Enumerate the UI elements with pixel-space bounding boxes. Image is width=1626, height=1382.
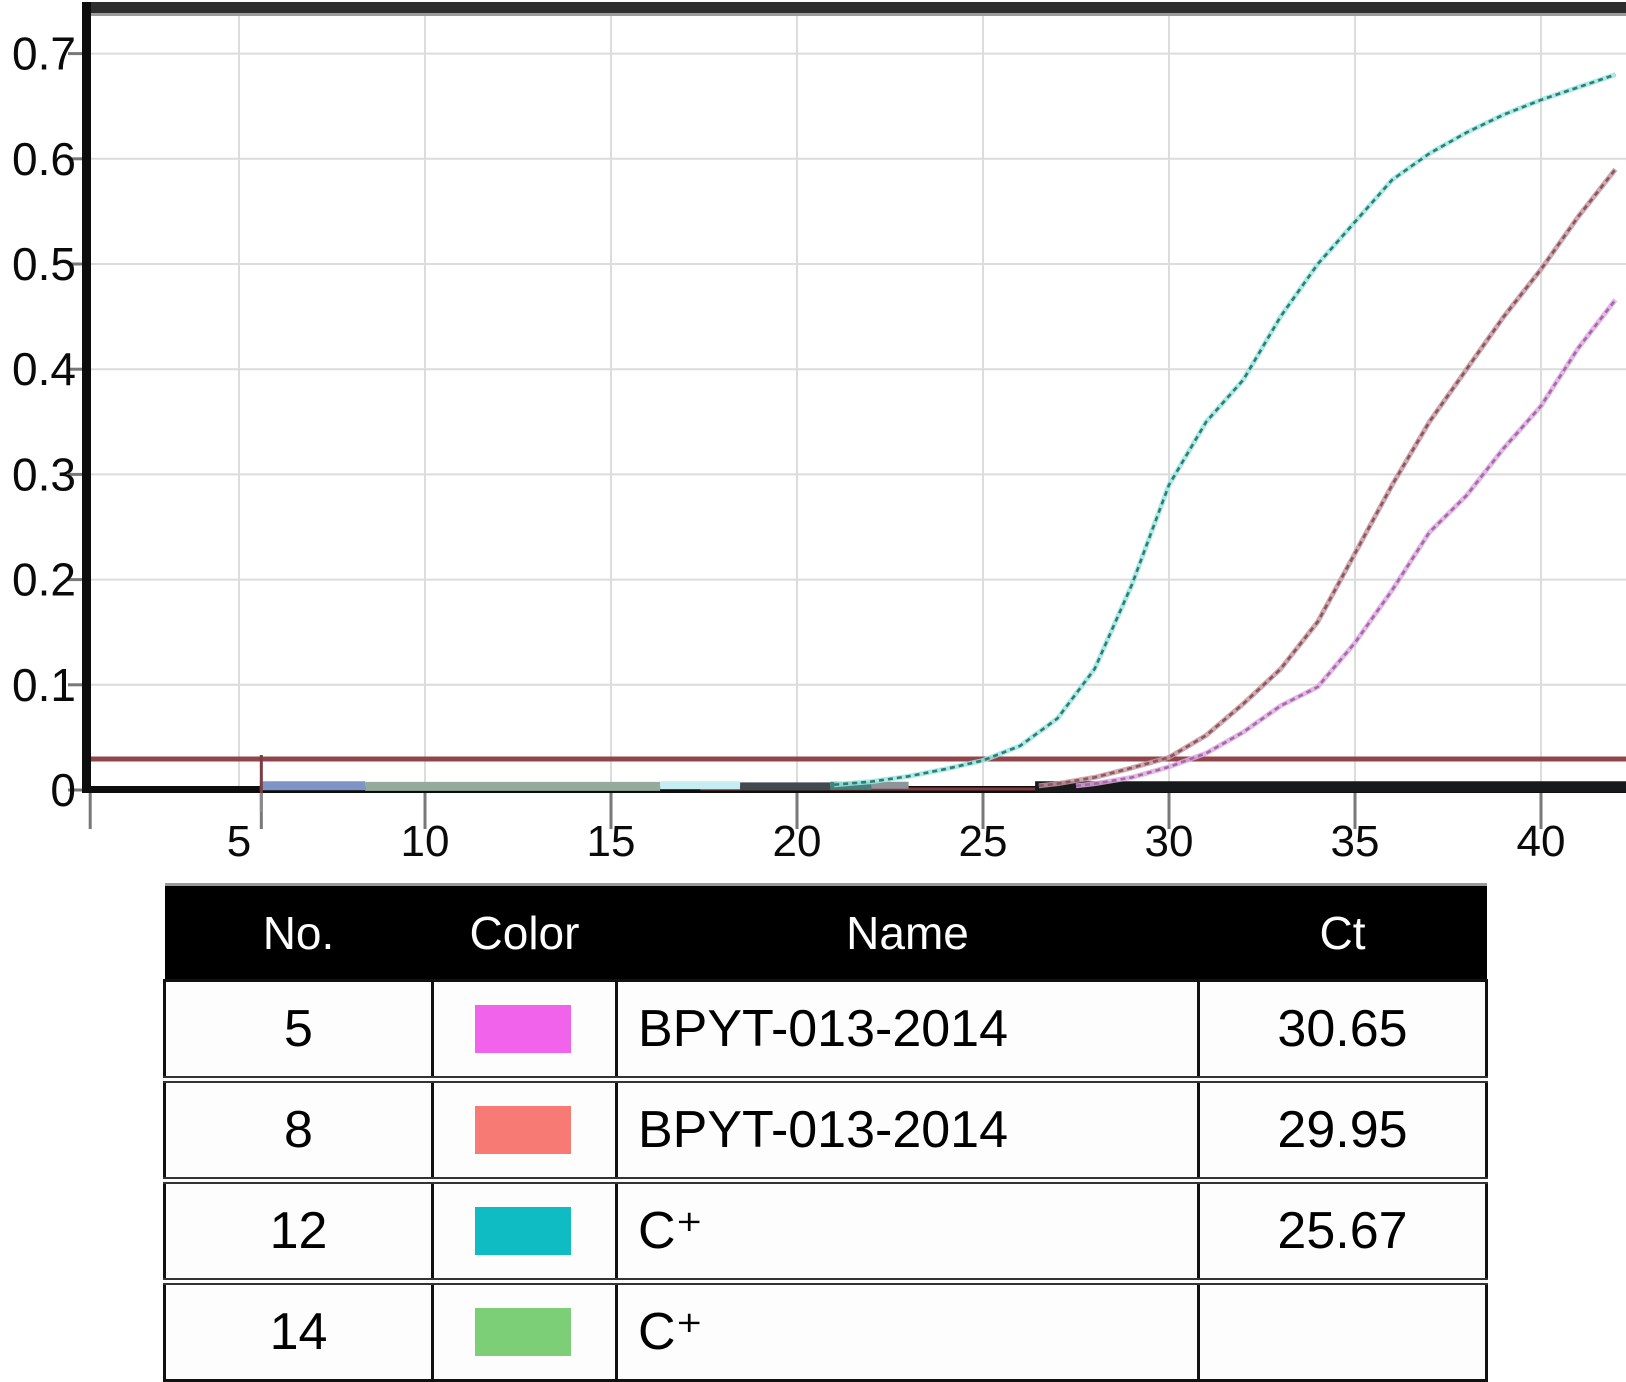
curve-halo bbox=[833, 72, 1617, 788]
color-swatch bbox=[475, 1308, 571, 1356]
amplification-plot-canvas: 5 10 15 20 25 30 35 40 0 0.1 0.2 0.3 0.4 0.5 0.6 0.7 bbox=[12, 2, 1626, 866]
plot-top-border bbox=[82, 2, 1626, 13]
color-swatch bbox=[475, 1106, 571, 1154]
x-axis-label: 35 bbox=[1331, 817, 1380, 866]
cell-color bbox=[431, 1280, 618, 1382]
table-row: 14 C⁺ bbox=[163, 1280, 1488, 1382]
cell-ct-value: 29.95 bbox=[1197, 1078, 1488, 1184]
curve-halo bbox=[1075, 298, 1618, 789]
x-axis-label: 5 bbox=[227, 817, 251, 866]
y-axis-label: 0 bbox=[50, 764, 76, 816]
amplification-curve bbox=[1038, 168, 1617, 788]
plot-top-border-edge bbox=[82, 13, 1626, 16]
curve-halo bbox=[1038, 167, 1618, 789]
baseline-start-marker bbox=[259, 755, 263, 793]
y-axis-label: 0.1 bbox=[12, 659, 76, 711]
cell-sample-name: C⁺ bbox=[615, 1280, 1200, 1382]
table-row: 12 C⁺ 25.67 bbox=[163, 1179, 1488, 1285]
x-axis-label: 25 bbox=[959, 817, 1008, 866]
y-axis-label: 0.7 bbox=[12, 28, 76, 80]
cell-color bbox=[431, 1179, 618, 1285]
results-table-header: No. Color Name Ct bbox=[164, 883, 1487, 982]
cell-ct-value bbox=[1197, 1280, 1488, 1382]
header-no: No. bbox=[164, 883, 433, 982]
y-axis-line bbox=[82, 2, 91, 793]
y-axis-label: 0.6 bbox=[12, 133, 76, 185]
cell-sample-number: 12 bbox=[163, 1179, 434, 1285]
amplification-curve bbox=[834, 73, 1616, 786]
x-axis-label: 40 bbox=[1517, 817, 1566, 866]
amplification-curve bbox=[1075, 299, 1617, 788]
header-ct: Ct bbox=[1198, 883, 1487, 982]
color-swatch bbox=[475, 1207, 571, 1255]
cell-sample-number: 8 bbox=[163, 1078, 434, 1184]
cell-sample-number: 14 bbox=[163, 1280, 434, 1382]
x-axis-label: 30 bbox=[1145, 817, 1194, 866]
cell-sample-name: C⁺ bbox=[615, 1179, 1200, 1285]
cell-ct-value: 30.65 bbox=[1197, 979, 1488, 1083]
results-table: No. Color Name Ct 5 BPYT-013-2014 30.65 8 BP… bbox=[163, 883, 1488, 1382]
cell-sample-name: BPYT-013-2014 bbox=[615, 979, 1200, 1083]
header-color: Color bbox=[432, 883, 617, 982]
baseline-start-marker-tick bbox=[259, 793, 263, 812]
table-row: 5 BPYT-013-2014 30.65 bbox=[163, 979, 1488, 1083]
y-axis-label: 0.3 bbox=[12, 448, 76, 500]
cell-sample-number: 5 bbox=[163, 979, 434, 1083]
table-row: 8 BPYT-013-2014 29.95 bbox=[163, 1078, 1488, 1184]
y-axis-label: 0.2 bbox=[12, 554, 76, 606]
y-axis-label: 0.5 bbox=[12, 238, 76, 290]
x-axis-label: 20 bbox=[773, 817, 822, 866]
header-name: Name bbox=[616, 883, 1199, 982]
color-swatch bbox=[475, 1005, 571, 1053]
x-axis-label: 10 bbox=[401, 817, 450, 866]
x-axis-label: 15 bbox=[587, 817, 636, 866]
cell-sample-name: BPYT-013-2014 bbox=[615, 1078, 1200, 1184]
results-table-body: 5 BPYT-013-2014 30.65 8 BPYT-013-2014 29.95 12… bbox=[163, 979, 1488, 1382]
cell-ct-value: 25.67 bbox=[1197, 1179, 1488, 1285]
amplification-plot: 5 10 15 20 25 30 35 40 0 0.1 0.2 0.3 0.4 0.5 0.6 0.7 bbox=[12, 2, 1626, 866]
cell-color bbox=[431, 1078, 618, 1184]
y-axis-label: 0.4 bbox=[12, 343, 76, 395]
cell-color bbox=[431, 979, 618, 1083]
